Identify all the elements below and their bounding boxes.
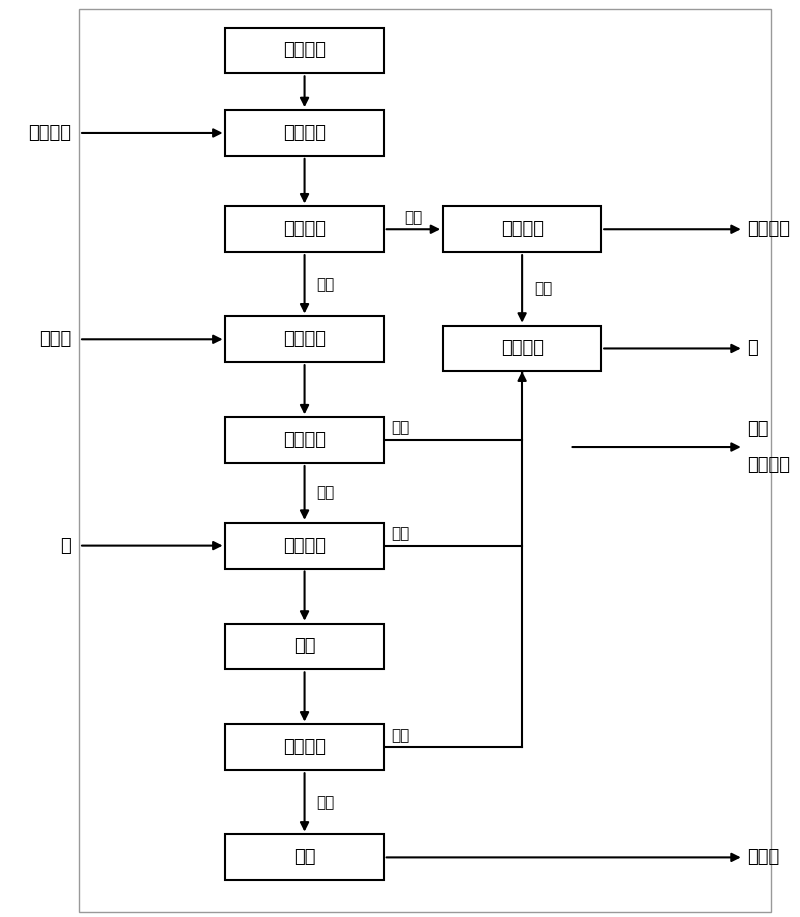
Text: 蒸发结晶: 蒸发结晶 [501,339,544,358]
Text: 焙烧: 焙烧 [294,637,315,656]
Text: 连续碳分: 连续碳分 [283,124,326,142]
Text: 滤饼: 滤饼 [404,210,422,225]
Text: 干燥: 干燥 [294,848,315,867]
Text: 逆流洗涤: 逆流洗涤 [283,536,326,555]
Bar [226,206,384,252]
Text: 滤液: 滤液 [391,421,410,436]
Text: 还原剂: 还原剂 [39,330,71,348]
Text: 混合溶液: 混合溶液 [283,41,326,60]
Text: 固液分离: 固液分离 [283,220,326,238]
Text: 洗液: 洗液 [534,282,552,296]
Text: 滤饼: 滤饼 [317,485,334,501]
Text: 滤液: 滤液 [317,277,334,292]
Bar [226,724,384,770]
Text: 连续还原: 连续还原 [283,330,326,348]
Text: 氧化铬: 氧化铬 [747,848,780,867]
Text: 返回焙烧: 返回焙烧 [747,457,790,474]
Bar [79,9,771,912]
Text: 二氧化碳: 二氧化碳 [28,124,71,142]
Bar [443,206,602,252]
Text: 滤饼: 滤饼 [317,795,334,810]
Text: 洗液: 洗液 [391,526,410,541]
Text: 氢氧化铝: 氢氧化铝 [747,220,790,238]
Bar [226,523,384,569]
Bar [226,834,384,880]
Bar [226,110,384,156]
Text: 纯碱: 纯碱 [747,420,769,438]
Bar [226,624,384,669]
Bar [226,316,384,362]
Text: 固液分离: 固液分离 [283,431,326,449]
Bar [226,28,384,73]
Text: 水: 水 [61,536,71,555]
Text: 逆流洗涤: 逆流洗涤 [501,220,544,238]
Text: 洗液: 洗液 [391,728,410,743]
Text: 逆流洗涤: 逆流洗涤 [283,738,326,757]
Bar [226,417,384,463]
Text: 水: 水 [747,339,758,358]
Bar [443,326,602,371]
